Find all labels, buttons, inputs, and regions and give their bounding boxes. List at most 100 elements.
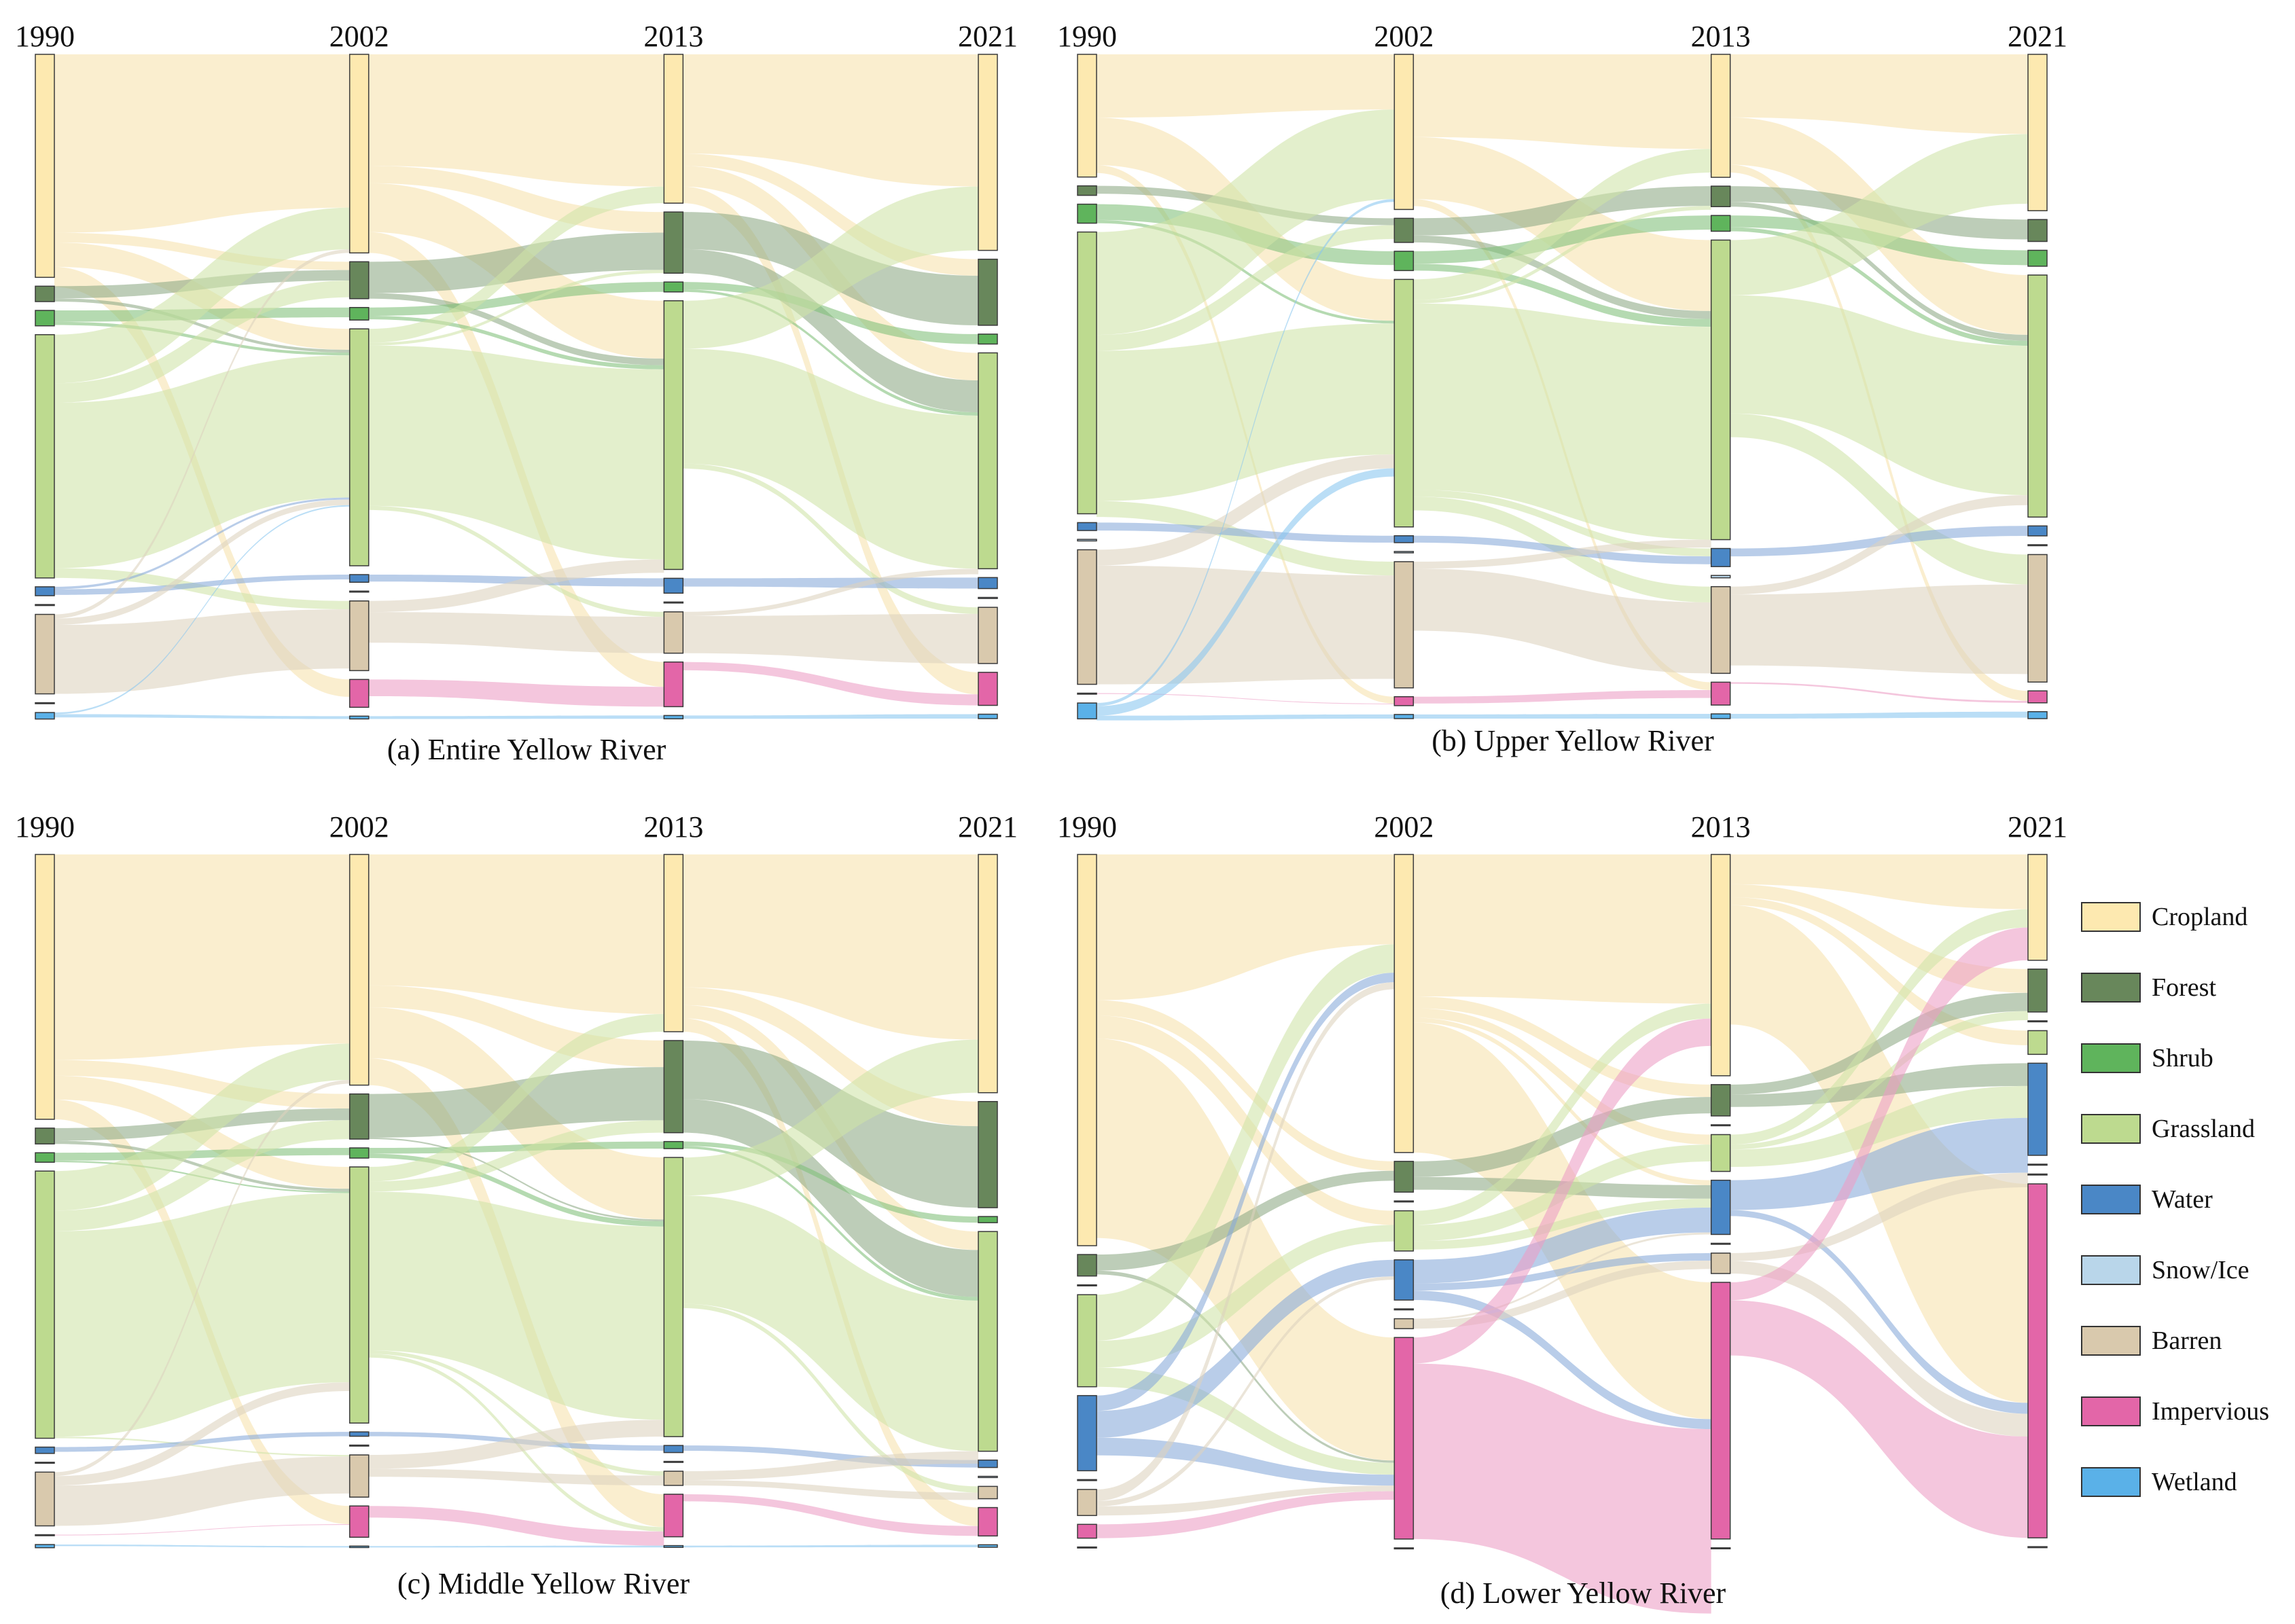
flow-c-1990-grassland-to-grassland xyxy=(54,1193,350,1437)
node-d-1990-water xyxy=(1077,1394,1097,1472)
node-d-2002-impervious xyxy=(1393,1337,1415,1540)
flow-c-1990-cropland-to-forest xyxy=(54,1060,350,1109)
flows-b xyxy=(1097,54,2028,721)
node-b-2002-water xyxy=(1393,535,1415,543)
flow-a-1990-forest-to-grassland xyxy=(54,298,350,353)
legend-swatch-cropland xyxy=(2081,902,2141,932)
legend-swatch-water xyxy=(2081,1185,2141,1214)
flow-b-2002-impervious-to-impervious xyxy=(1413,689,1711,704)
node-d-2013-water xyxy=(1710,1179,1731,1235)
node-d-2013-shrub xyxy=(1710,1124,1731,1127)
node-d-2002-snow-ice xyxy=(1393,1308,1415,1311)
node-d-2021-impervious xyxy=(2027,1183,2048,1538)
flow-a-2002-grassland-to-cropland xyxy=(368,186,664,343)
node-c-2002-cropland xyxy=(349,854,370,1086)
flow-d-2013-water-to-impervious xyxy=(1730,1210,2028,1414)
flow-d-2013-forest-to-water xyxy=(1730,1063,2028,1107)
node-a-2002-impervious xyxy=(349,679,370,708)
flow-d-2002-water-to-impervious xyxy=(1413,1291,1711,1429)
node-d-1990-forest xyxy=(1077,1254,1097,1277)
node-d-2021-grassland xyxy=(2027,1030,2048,1055)
node-d-2002-water xyxy=(1393,1259,1415,1301)
flow-d-2002-barren-to-water xyxy=(1413,1232,1711,1321)
year-label-d-2021: 2021 xyxy=(2008,810,2067,844)
flow-c-2013-impervious-to-impervious xyxy=(683,1494,978,1536)
node-c-1990-forest xyxy=(35,1127,55,1144)
flow-a-1990-barren-to-cropland xyxy=(54,249,350,619)
node-d-2021-barren xyxy=(2027,1173,2048,1176)
node-a-1990-forest xyxy=(35,285,55,302)
year-label-d-2013: 2013 xyxy=(1691,810,1751,844)
year-label-c-2013: 2013 xyxy=(643,810,703,844)
flow-c-2002-wetland-to-wetland xyxy=(368,1545,664,1548)
flow-c-2002-grassland-to-cropland xyxy=(368,1013,664,1182)
flow-d-2013-grassland-to-forest xyxy=(1730,1011,2028,1150)
flow-b-2013-wetland-to-wetland xyxy=(1730,711,2028,719)
node-d-2013-grassland xyxy=(1710,1134,1731,1172)
flow-a-2002-grassland-to-forest xyxy=(368,270,664,346)
flow-d-2013-water-to-water xyxy=(1730,1117,2028,1210)
node-b-2021-impervious xyxy=(2027,690,2048,704)
node-b-2013-impervious xyxy=(1710,681,1731,706)
flow-a-2013-barren-to-grassland xyxy=(683,569,978,616)
flow-b-2002-grassland-to-forest xyxy=(1413,206,1711,304)
legend-item-snow-ice: Snow/Ice xyxy=(2079,1251,2283,1322)
node-d-1990-impervious xyxy=(1077,1523,1097,1539)
flow-c-2002-grassland-to-barren xyxy=(368,1350,664,1476)
legend-item-water: Water xyxy=(2079,1180,2283,1251)
node-d-2002-wetland xyxy=(1393,1547,1415,1550)
node-c-2013-barren xyxy=(663,1470,684,1486)
legend-label-snow-ice: Snow/Ice xyxy=(2152,1256,2249,1284)
nodes-d xyxy=(1077,854,2048,1550)
node-a-2002-snow-ice xyxy=(349,590,370,593)
flow-d-2002-impervious-to-impervious xyxy=(1413,1363,1711,1614)
legend-label-grassland: Grassland xyxy=(2152,1115,2255,1143)
node-c-2021-impervious xyxy=(978,1506,998,1537)
flows-a xyxy=(54,54,978,719)
year-label-d-2002: 2002 xyxy=(1374,810,1434,844)
node-a-1990-grassland xyxy=(35,333,55,579)
flow-b-2013-shrub-to-grassland xyxy=(1730,227,2028,346)
node-d-2021-wetland xyxy=(2027,1546,2048,1549)
node-d-2021-cropland xyxy=(2027,854,2048,961)
flow-a-1990-wetland-to-grassland xyxy=(54,505,350,715)
node-c-2013-shrub xyxy=(663,1140,684,1149)
node-a-2013-cropland xyxy=(663,54,684,204)
flow-c-2002-grassland-to-grassland xyxy=(368,1191,664,1420)
node-b-2013-water xyxy=(1710,547,1731,567)
legend-item-cropland: Cropland xyxy=(2079,898,2283,969)
flow-a-2002-shrub-to-shrub xyxy=(368,282,664,317)
flow-b-2013-grassland-to-barren xyxy=(1730,413,2028,585)
flow-a-2013-grassland-to-grassland xyxy=(683,348,978,569)
node-c-2002-water xyxy=(349,1431,370,1437)
year-labels-b: 1990 2002 2013 2021 xyxy=(1057,20,2067,53)
year-label-a-2002: 2002 xyxy=(330,20,389,53)
flow-a-1990-water-to-water xyxy=(54,574,350,595)
flow-d-1990-cropland-to-forest xyxy=(1097,1000,1395,1171)
node-b-2013-wetland xyxy=(1710,713,1731,719)
flow-b-1990-barren-to-grassland xyxy=(1097,454,1395,566)
caption-panel-b: (b) Upper Yellow River xyxy=(1431,724,1714,757)
node-c-2013-snow-ice xyxy=(663,1460,684,1463)
flow-a-2013-impervious-to-impervious xyxy=(683,662,978,706)
flow-b-1990-wetland-to-wetland xyxy=(1097,714,1395,721)
flow-d-2013-barren-to-impervious xyxy=(1730,1261,2028,1437)
flow-b-2002-grassland-to-water xyxy=(1413,489,1711,557)
year-label-c-1990: 1990 xyxy=(15,810,75,844)
node-c-2002-forest xyxy=(349,1093,370,1140)
node-b-1990-water xyxy=(1077,522,1097,531)
node-c-2013-cropland xyxy=(663,854,684,1032)
flow-a-2002-barren-to-grassland xyxy=(368,559,664,613)
caption-panel-a: (a) Entire Yellow River xyxy=(387,733,666,766)
node-d-2021-snow-ice xyxy=(2027,1163,2048,1166)
flow-d-2002-water-to-barren xyxy=(1413,1252,1711,1291)
node-c-2021-forest xyxy=(978,1101,998,1208)
flow-c-2002-cropland-to-cropland xyxy=(368,854,664,1014)
node-c-2002-shrub xyxy=(349,1147,370,1159)
flow-d-1990-forest-to-forest xyxy=(1097,1170,1395,1271)
legend-swatch-grassland xyxy=(2081,1114,2141,1144)
flow-b-2013-impervious-to-impervious xyxy=(1730,682,2028,703)
flow-a-2002-forest-to-grassland xyxy=(368,293,664,365)
flow-b-2002-wetland-to-wetland xyxy=(1413,714,1711,719)
flow-d-2013-impervious-to-impervious xyxy=(1730,1300,2028,1538)
